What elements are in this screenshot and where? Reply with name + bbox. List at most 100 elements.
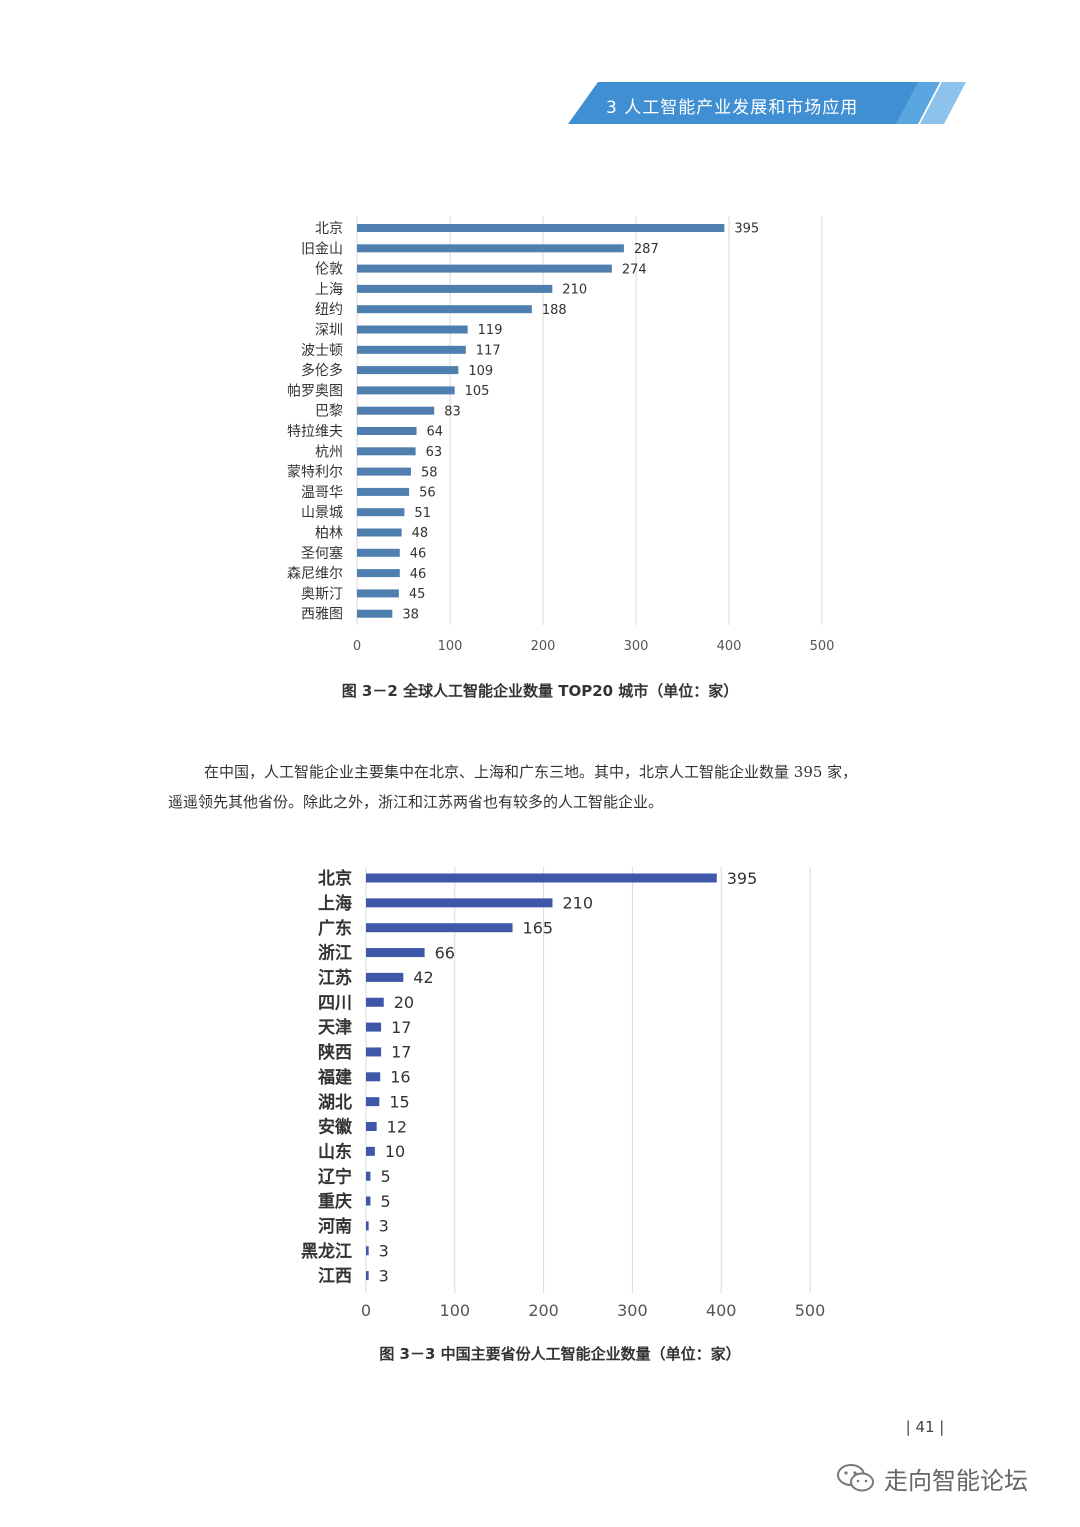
data-label: 210 <box>562 283 587 298</box>
bar <box>357 487 410 496</box>
bar <box>366 1271 369 1281</box>
category-label: 森尼维尔 <box>287 566 343 582</box>
data-label: 56 <box>419 486 436 501</box>
bar <box>357 224 725 232</box>
category-label: 巴黎 <box>315 404 343 420</box>
data-label: 16 <box>390 1068 410 1087</box>
bar <box>366 997 384 1007</box>
x-tick-label: 200 <box>528 1301 559 1320</box>
bar <box>366 873 717 883</box>
x-tick-label: 100 <box>438 639 463 654</box>
data-label: 210 <box>562 894 593 913</box>
bar <box>357 589 399 598</box>
data-label: 17 <box>391 1043 411 1062</box>
category-label: 江西 <box>318 1267 352 1287</box>
category-label: 上海 <box>315 282 343 298</box>
data-label: 46 <box>410 567 427 582</box>
data-label: 45 <box>409 587 426 602</box>
paragraph-line-1: 在中国，人工智能企业主要集中在北京、上海和广东三地。其中，北京人工智能企业数量 … <box>204 763 858 781</box>
data-label: 3 <box>379 1266 389 1285</box>
data-label: 12 <box>387 1117 407 1136</box>
x-tick-label: 500 <box>795 1301 826 1320</box>
bar <box>357 284 553 293</box>
data-label: 3 <box>379 1217 389 1236</box>
bar <box>366 1072 381 1082</box>
data-label: 58 <box>421 465 438 480</box>
bar <box>366 1047 382 1057</box>
x-tick-label: 400 <box>706 1301 737 1320</box>
category-label: 浙江 <box>318 943 352 964</box>
category-label: 杭州 <box>315 444 343 460</box>
bar <box>357 305 532 314</box>
data-label: 274 <box>622 262 647 277</box>
data-label: 63 <box>426 445 443 460</box>
body-paragraph: 在中国，人工智能企业主要集中在北京、上海和广东三地。其中，北京人工智能企业数量 … <box>168 757 958 817</box>
data-label: 395 <box>727 869 758 888</box>
watermark: 走向智能论坛 <box>836 1458 1056 1498</box>
category-label: 奥斯汀 <box>301 585 343 602</box>
paragraph-line-2: 遥遥领先其他省份。除此之外，浙江和江苏两省也有较多的人工智能企业。 <box>168 793 664 811</box>
bar <box>357 386 455 395</box>
category-label: 伦敦 <box>315 262 343 278</box>
x-tick-label: 100 <box>440 1301 471 1320</box>
category-label: 纽约 <box>315 302 343 318</box>
category-label: 湖北 <box>318 1093 352 1113</box>
bar <box>357 244 624 253</box>
category-label: 温哥华 <box>301 485 343 501</box>
data-label: 17 <box>391 1018 411 1037</box>
bar <box>366 1221 369 1231</box>
data-label: 119 <box>478 323 503 338</box>
data-label: 83 <box>444 404 461 419</box>
bar <box>366 1171 371 1181</box>
bar <box>357 569 400 578</box>
bar <box>366 1246 369 1256</box>
chart-top20-cities: 0 100 200 300 400 500 北京 395 旧金山 287 伦敦 274 上海 210 纽约 1… <box>287 216 835 654</box>
bar <box>357 325 468 334</box>
category-label: 蒙特利尔 <box>287 465 343 481</box>
x-tick-label: 0 <box>353 639 361 654</box>
bar <box>357 467 411 476</box>
category-label: 北京 <box>318 868 352 889</box>
data-label: 5 <box>380 1192 390 1211</box>
bar <box>366 1146 375 1156</box>
category-label: 圣何塞 <box>301 545 343 562</box>
category-label: 帕罗奥图 <box>287 382 343 399</box>
data-label: 188 <box>542 303 567 318</box>
data-label: 64 <box>427 425 444 440</box>
bar <box>357 406 435 415</box>
chart1-caption: 图 3－2 全球人工智能企业数量 TOP20 城市（单位：家） <box>341 682 739 700</box>
bar <box>366 1022 382 1032</box>
data-label: 66 <box>435 943 455 962</box>
data-label: 3 <box>379 1242 389 1261</box>
category-label: 北京 <box>315 221 343 237</box>
bar <box>357 345 466 354</box>
x-tick-label: 400 <box>717 639 742 654</box>
header-stripe-2 <box>920 82 966 124</box>
data-label: 105 <box>465 384 490 399</box>
x-tick-label: 300 <box>624 639 649 654</box>
data-label: 117 <box>476 343 501 358</box>
bar <box>366 1196 371 1206</box>
header-banner <box>568 82 966 124</box>
bar <box>366 923 513 933</box>
data-label: 395 <box>734 222 759 237</box>
category-label: 重庆 <box>318 1191 352 1212</box>
bar <box>357 264 612 273</box>
category-label: 江苏 <box>318 968 352 989</box>
bar <box>357 508 405 517</box>
header-stripe-1 <box>896 82 940 124</box>
category-label: 西雅图 <box>301 607 343 623</box>
category-label: 黑龙江 <box>301 1241 352 1262</box>
watermark-text: 走向智能论坛 <box>884 1466 1028 1495</box>
bar <box>366 1097 380 1107</box>
category-label: 山景城 <box>301 505 343 521</box>
x-tick-label: 500 <box>810 639 835 654</box>
bar <box>366 972 404 982</box>
bar <box>357 609 393 618</box>
bar <box>357 427 417 435</box>
category-label: 旧金山 <box>301 241 343 257</box>
wechat-icon <box>837 1464 874 1492</box>
category-label: 广东 <box>318 918 352 939</box>
category-label: 柏林 <box>315 526 343 542</box>
category-label: 安徽 <box>318 1117 353 1138</box>
